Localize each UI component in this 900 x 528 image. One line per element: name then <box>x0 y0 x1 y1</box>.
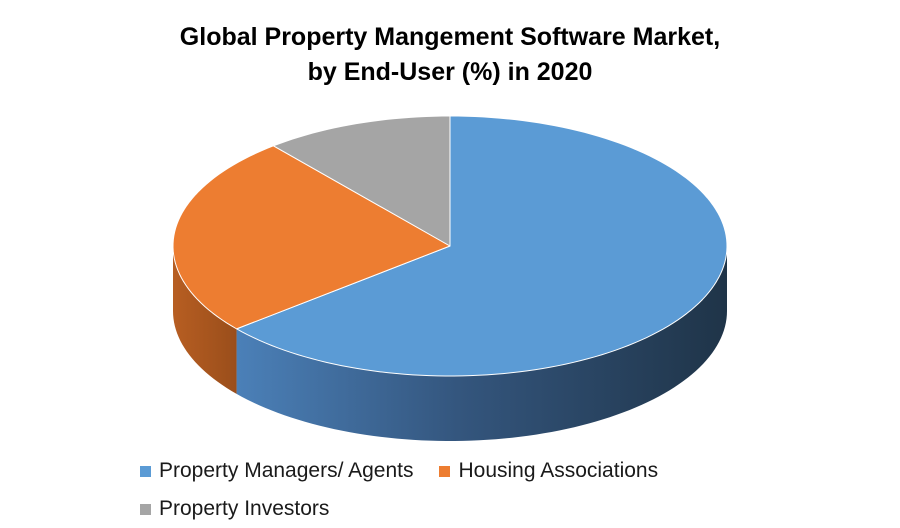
pie-sides <box>173 246 727 441</box>
legend-swatch-property-managers <box>140 465 151 477</box>
pie-slice-property-managers-agents <box>236 115 728 377</box>
pie-side-housing-associations <box>173 246 237 394</box>
chart-title: Global Property Mangement Software Marke… <box>0 20 900 90</box>
pie-slice-housing-associations <box>172 145 451 330</box>
pie-tops <box>172 115 728 377</box>
legend-label-property-managers: Property Managers/ Agents <box>159 459 414 482</box>
legend-item-property-investors: Property Investors <box>140 497 329 521</box>
pie-side-property-managers-agents <box>236 246 727 441</box>
legend-item-property-managers: Property Managers/ Agents <box>140 459 413 483</box>
legend-swatch-housing-associations <box>439 465 451 477</box>
pie-slice-property-investors <box>272 115 451 247</box>
legend-item-housing-associations: Housing Associations <box>439 459 658 483</box>
chart-title-line-1: Global Property Mangement Software Marke… <box>179 23 721 51</box>
legend: Property Managers/ Agents Housing Associ… <box>140 452 840 528</box>
legend-label-property-investors: Property Investors <box>159 497 330 520</box>
legend-swatch-property-investors <box>140 503 151 515</box>
legend-label-housing-associations: Housing Associations <box>458 459 659 482</box>
chart-title-line-2: by End-User (%) in 2020 <box>307 58 593 86</box>
